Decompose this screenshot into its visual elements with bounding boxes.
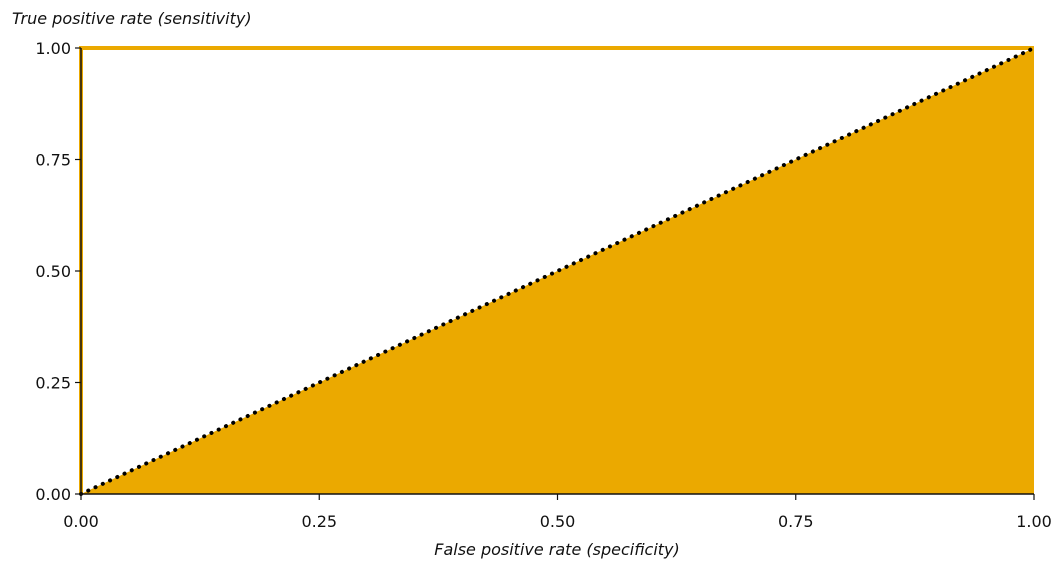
y-tick-label: 0.50 bbox=[35, 262, 71, 281]
x-tick-label: 1.00 bbox=[1016, 512, 1052, 531]
y-tick-label: 0.25 bbox=[35, 374, 71, 393]
y-tick-label: 0.75 bbox=[35, 151, 71, 170]
x-axis-title: False positive rate (specificity) bbox=[434, 540, 680, 559]
x-tick-label: 0.00 bbox=[63, 512, 99, 531]
y-tick-label: 1.00 bbox=[35, 39, 71, 58]
x-tick-label: 0.75 bbox=[778, 512, 814, 531]
y-tick-label: 0.00 bbox=[35, 485, 71, 504]
random-classifier-diagonal bbox=[79, 46, 1036, 496]
chart-axes: 0.00 0.25 0.50 0.75 1.00 0.00 0.25 0.50 0.75 1.00 bbox=[35, 39, 1051, 531]
y-axis-title: True positive rate (sensitivity) bbox=[12, 9, 252, 28]
x-tick-label: 0.25 bbox=[301, 512, 337, 531]
x-tick-label: 0.50 bbox=[540, 512, 576, 531]
chart-marks bbox=[79, 46, 1036, 496]
